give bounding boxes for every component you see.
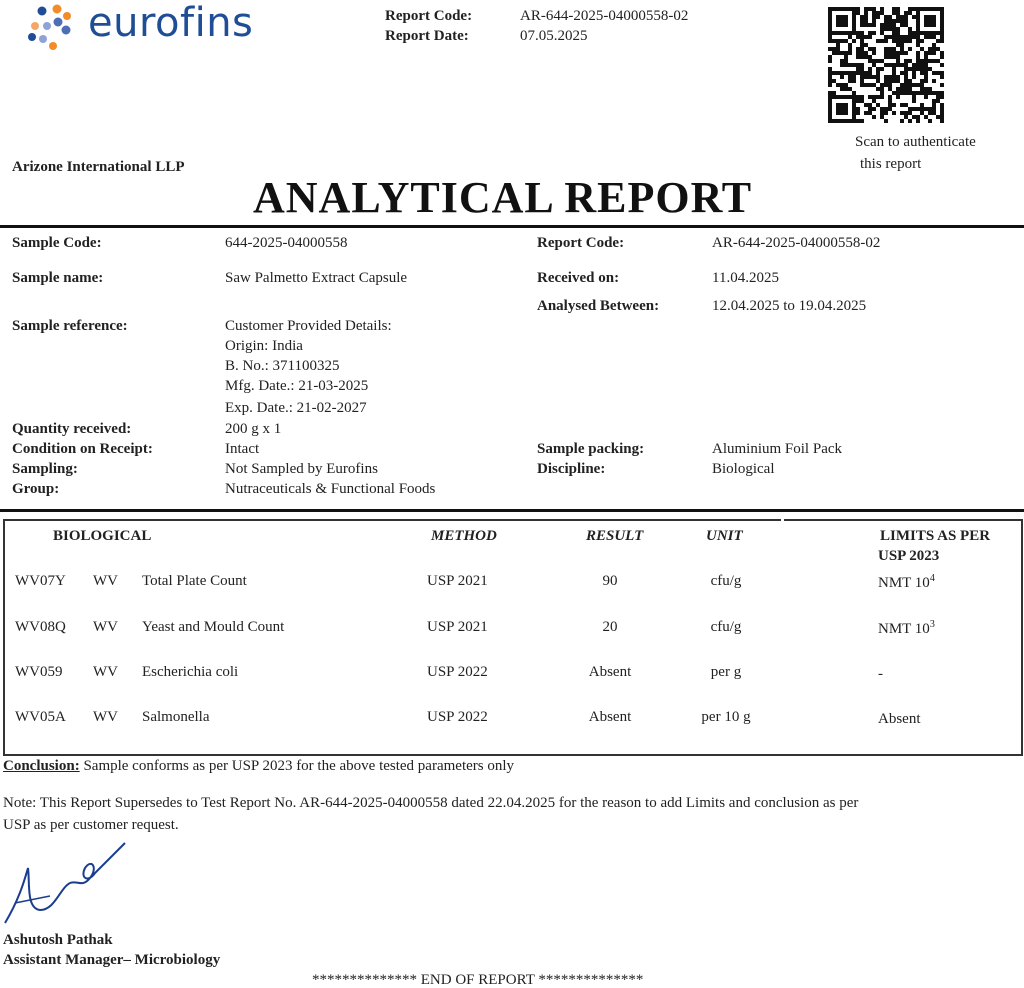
col-header-method: METHOD: [431, 528, 497, 544]
limit-value: Absent: [878, 711, 921, 727]
cell-limit: Absent: [878, 709, 921, 728]
report-date-value: 07.05.2025: [520, 28, 588, 44]
cell-code: WV059: [15, 664, 63, 680]
conclusion-text: Sample conforms as per USP 2023 for the …: [83, 758, 515, 774]
report-code-2: AR-644-2025-04000558-02: [712, 235, 881, 251]
cell-unit: cfu/g: [710, 619, 742, 635]
limit-exponent: 4: [929, 573, 935, 584]
brand-name: eurofins: [88, 0, 254, 46]
divider: [0, 225, 1024, 228]
sampling: Not Sampled by Eurofins: [225, 461, 378, 477]
report-code-value: AR-644-2025-04000558-02: [520, 8, 689, 24]
cell-type: WV: [93, 619, 118, 635]
discipline-label: Discipline:: [537, 461, 606, 477]
received-date: 11.04.2025: [712, 270, 779, 286]
cell-code: WV07Y: [15, 573, 66, 589]
cell-unit: per g: [710, 664, 742, 680]
sample-code-label: Sample Code:: [12, 235, 102, 251]
cell-limit: NMT 103: [878, 619, 935, 638]
cell-type: WV: [93, 573, 118, 589]
conclusion-label: Conclusion:: [3, 758, 80, 774]
signatory-title: Assistant Manager– Microbiology: [3, 952, 221, 968]
cell-method: USP 2022: [427, 709, 488, 725]
cell-parameter: Escherichia coli: [142, 664, 239, 680]
conclusion: Conclusion: Sample conforms as per USP 2…: [3, 758, 514, 775]
limit-exponent: 3: [929, 619, 935, 630]
cell-limit: -: [878, 664, 883, 683]
signature-image: [4, 842, 126, 924]
cell-type: WV: [93, 664, 118, 680]
sample-reference-label: Sample reference:: [12, 318, 128, 334]
limit-value: -: [878, 666, 883, 682]
qr-code[interactable]: [827, 5, 945, 125]
cell-parameter: Total Plate Count: [142, 573, 247, 589]
qr-caption: Scan to authenticate: [855, 134, 976, 150]
end-of-report: ************** END OF REPORT ***********…: [312, 972, 644, 988]
group: Nutraceuticals & Functional Foods: [225, 481, 436, 497]
cell-method: USP 2021: [427, 573, 488, 589]
sample-reference-line: Exp. Date.: 21-02-2027: [225, 400, 367, 416]
cell-parameter: Yeast and Mould Count: [142, 619, 285, 635]
sample-name: Saw Palmetto Extract Capsule: [225, 270, 408, 286]
condition: Intact: [225, 441, 260, 457]
condition-label: Condition on Receipt:: [12, 441, 153, 457]
cell-result: 20: [602, 619, 618, 635]
limit-value: NMT 10: [878, 575, 930, 591]
quantity: 200 g x 1: [225, 421, 282, 437]
cell-method: USP 2021: [427, 619, 488, 635]
packing-label: Sample packing:: [537, 441, 645, 457]
divider: [0, 509, 1024, 512]
col-header-limits-2: USP 2023: [878, 548, 940, 564]
col-header-unit: UNIT: [706, 528, 743, 544]
cell-type: WV: [93, 709, 118, 725]
note-line: Note: This Report Supersedes to Test Rep…: [3, 795, 859, 811]
cell-result: Absent: [588, 709, 632, 725]
sample-reference-line: Mfg. Date.: 21-03-2025: [225, 378, 369, 394]
cell-code: WV08Q: [15, 619, 66, 635]
sample-reference-line: B. No.: 371100325: [225, 358, 340, 374]
sample-name-label: Sample name:: [12, 270, 104, 286]
limit-value: NMT 10: [878, 621, 930, 637]
discipline: Biological: [712, 461, 775, 477]
sample-code: 644-2025-04000558: [225, 235, 348, 251]
cell-unit: per 10 g: [701, 709, 751, 725]
customer-name: Arizone International LLP: [12, 159, 185, 175]
received-label: Received on:: [537, 270, 620, 286]
cell-code: WV05A: [15, 709, 66, 725]
report-code-label: Report Code:: [385, 8, 473, 24]
group-label: Group:: [12, 481, 60, 497]
note-line: USP as per customer request.: [3, 817, 179, 833]
sample-reference-line: Customer Provided Details:: [225, 318, 392, 334]
col-header-limits: LIMITS AS PER: [880, 528, 991, 544]
cell-result: 90: [602, 573, 618, 589]
cell-parameter: Salmonella: [142, 709, 210, 725]
signatory-name: Ashutosh Pathak: [3, 932, 113, 948]
analysed-dates: 12.04.2025 to 19.04.2025: [712, 298, 867, 314]
sample-reference-line: Origin: India: [225, 338, 303, 354]
page-title: ANALYTICAL REPORT: [253, 173, 753, 222]
analysed-label: Analysed Between:: [537, 298, 660, 314]
sampling-label: Sampling:: [12, 461, 78, 477]
cell-method: USP 2022: [427, 664, 488, 680]
col-header-result: RESULT: [586, 528, 644, 544]
cell-result: Absent: [588, 664, 632, 680]
results-table: [3, 519, 1023, 756]
table-border-gap: [781, 517, 784, 523]
cell-limit: NMT 104: [878, 573, 935, 592]
eurofins-logo-icon: [28, 4, 71, 50]
packing: Aluminium Foil Pack: [712, 441, 843, 457]
col-header-section: BIOLOGICAL: [53, 528, 152, 544]
qr-caption-2: this report: [860, 156, 922, 172]
cell-unit: cfu/g: [710, 573, 742, 589]
quantity-label: Quantity received:: [12, 421, 132, 437]
report-date-label: Report Date:: [385, 28, 469, 44]
report-code-label-2: Report Code:: [537, 235, 625, 251]
